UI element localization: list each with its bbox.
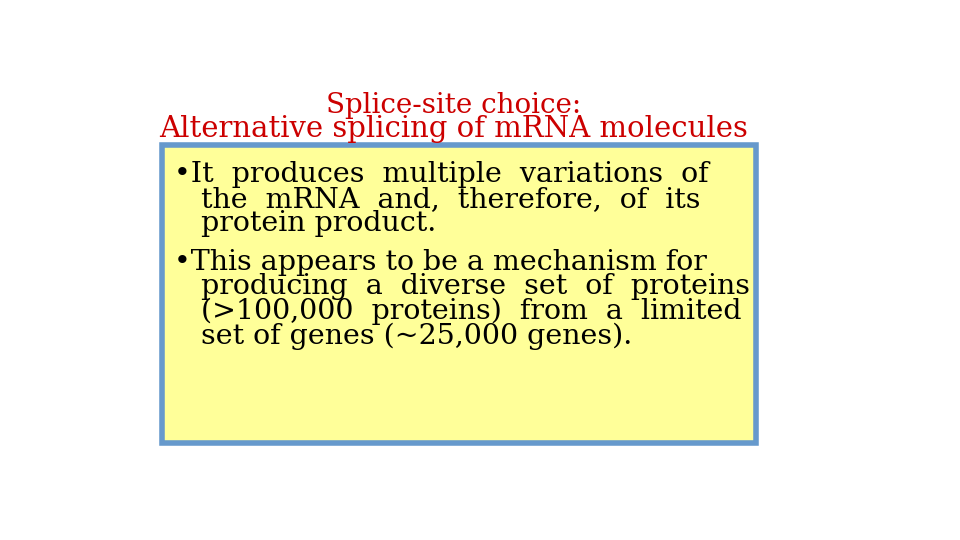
Text: (>100,000  proteins)  from  a  limited: (>100,000 proteins) from a limited [175,298,742,326]
FancyBboxPatch shape [162,145,756,443]
Text: Splice-site choice:: Splice-site choice: [325,92,581,119]
Text: •It  produces  multiple  variations  of: •It produces multiple variations of [175,161,708,188]
Text: the  mRNA  and,  therefore,  of  its: the mRNA and, therefore, of its [175,186,701,213]
Text: set of genes (~25,000 genes).: set of genes (~25,000 genes). [175,323,633,350]
Text: Alternative splicing of mRNA molecules: Alternative splicing of mRNA molecules [158,115,748,143]
Text: protein product.: protein product. [175,211,437,238]
Text: •This appears to be a mechanism for: •This appears to be a mechanism for [175,249,708,276]
Text: producing  a  diverse  set  of  proteins: producing a diverse set of proteins [175,273,751,300]
